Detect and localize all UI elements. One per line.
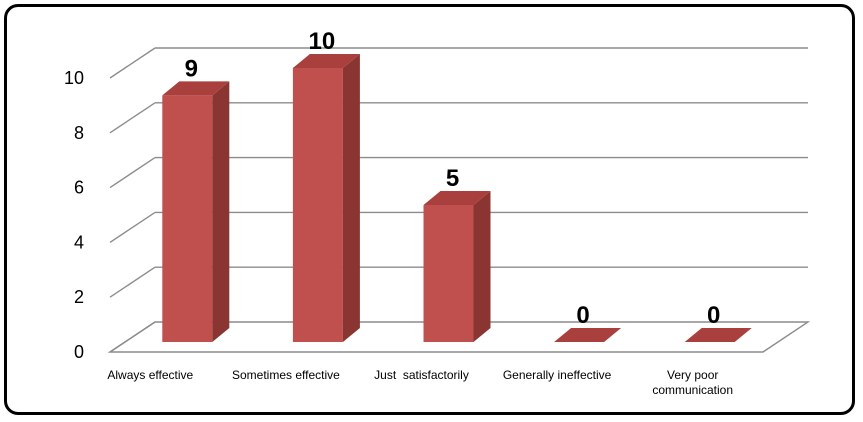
bar [162, 95, 213, 343]
bar-top [684, 328, 752, 342]
bar [292, 68, 343, 342]
bar-top [554, 328, 622, 342]
bar-side [473, 191, 491, 342]
y-tick-label: 10 [64, 68, 84, 88]
gridline-side [109, 266, 156, 298]
data-label: 0 [707, 302, 720, 329]
data-label: 0 [576, 302, 589, 329]
gridline-side [109, 47, 156, 79]
x-tick-label: Very poor communication [652, 368, 734, 397]
bar-top [162, 81, 230, 96]
chart-floor [107, 321, 811, 353]
data-label: 10 [309, 28, 336, 55]
bar-side [342, 54, 360, 342]
x-tick-label: Always effective [107, 368, 194, 382]
y-tick-label: 8 [74, 123, 84, 143]
x-tick-label: Just satisfactorily [374, 368, 469, 382]
bar-top [292, 54, 360, 68]
data-label: 9 [185, 55, 198, 82]
bar-top [423, 191, 491, 205]
data-label: 5 [446, 165, 459, 192]
y-tick-label: 6 [74, 178, 84, 198]
gridline-side [109, 157, 156, 189]
bar-side [212, 81, 230, 343]
gridline-side [109, 211, 156, 243]
y-tick-label: 2 [74, 287, 84, 307]
y-tick-label: 0 [74, 342, 84, 362]
x-tick-label: Sometimes effective [231, 368, 340, 382]
x-tick-label: Generally ineffective [502, 368, 612, 382]
bar [423, 205, 474, 342]
gridline-side [109, 102, 156, 134]
y-tick-label: 4 [74, 232, 84, 252]
